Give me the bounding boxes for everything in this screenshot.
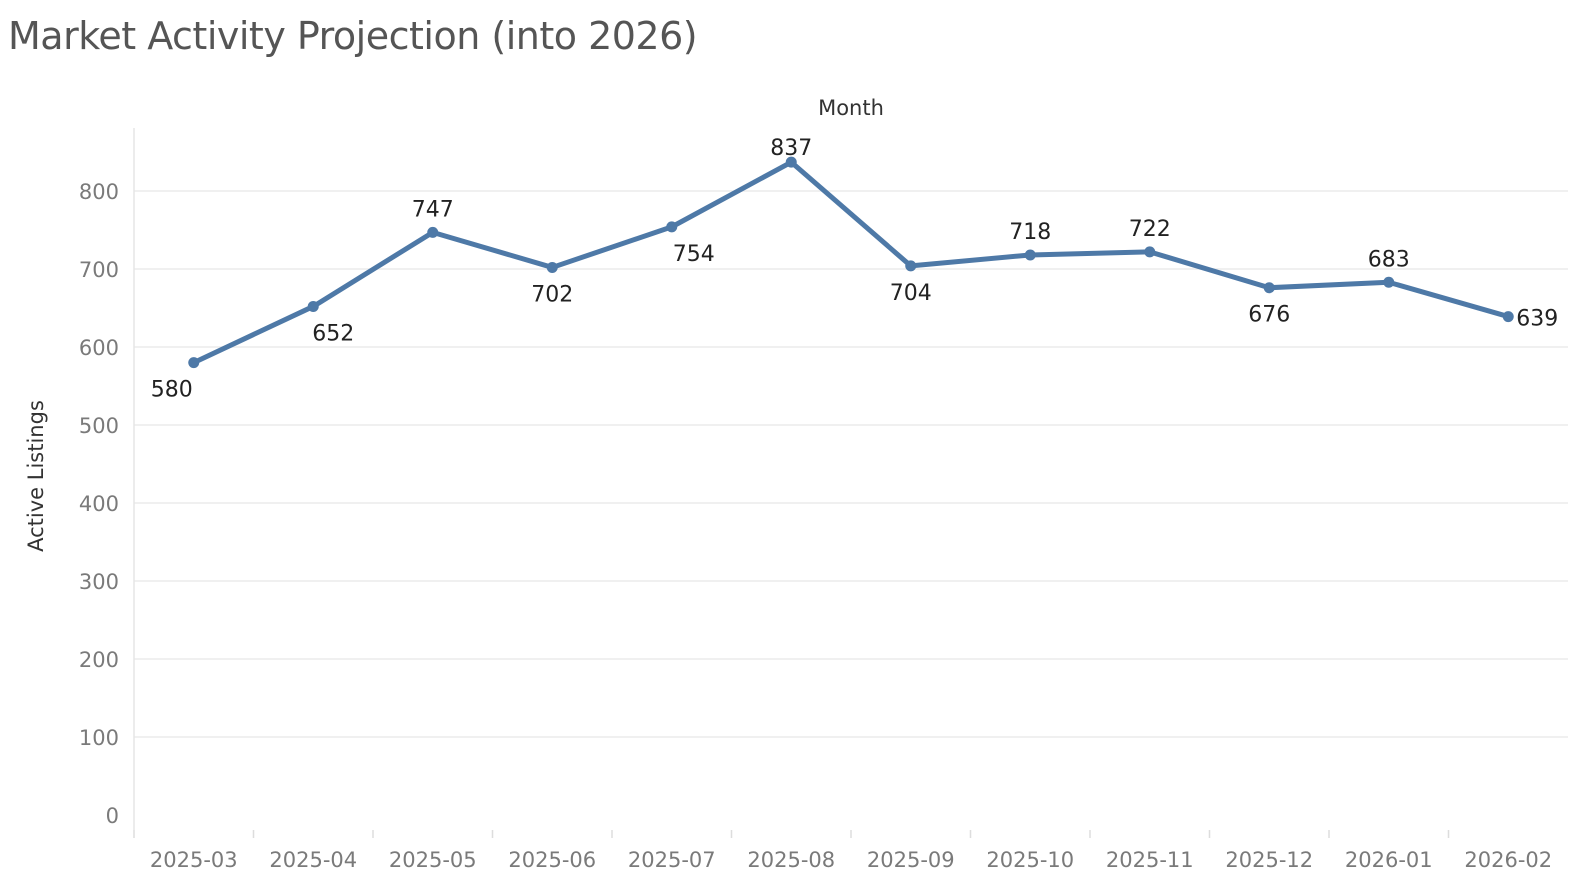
y-tick-label: 500 bbox=[79, 414, 119, 438]
data-point bbox=[546, 261, 558, 273]
data-label: 704 bbox=[890, 281, 932, 306]
data-point bbox=[785, 156, 797, 168]
data-label: 837 bbox=[770, 136, 812, 161]
data-labels: 580 652 747 702 754 837 704 718 722 676 683 639 bbox=[151, 136, 1559, 402]
data-point bbox=[1024, 249, 1036, 261]
data-point bbox=[905, 260, 917, 272]
data-label: 652 bbox=[312, 321, 354, 346]
data-point bbox=[666, 221, 678, 233]
data-point bbox=[1263, 282, 1275, 294]
x-axis-ticks: 2025-03 2025-04 2025-05 2025-06 2025-07 2025-… bbox=[133, 830, 1552, 872]
y-tick-label: 600 bbox=[79, 336, 119, 360]
y-tick-label: 800 bbox=[79, 180, 119, 204]
data-point bbox=[188, 357, 200, 369]
x-tick-label: 2025-04 bbox=[269, 848, 357, 872]
data-label: 580 bbox=[151, 378, 193, 403]
x-tick-label: 2025-11 bbox=[1106, 848, 1194, 872]
y-tick-label: 0 bbox=[106, 804, 119, 828]
x-tick-label: 2025-05 bbox=[389, 848, 477, 872]
x-tick-label: 2026-02 bbox=[1464, 848, 1552, 872]
x-tick-label: 2025-08 bbox=[747, 848, 835, 872]
x-tick-label: 2025-10 bbox=[986, 848, 1074, 872]
y-tick-label: 700 bbox=[79, 258, 119, 282]
chart-title: Market Activity Projection (into 2026) bbox=[8, 14, 698, 58]
data-label: 676 bbox=[1248, 303, 1290, 328]
data-label: 718 bbox=[1009, 220, 1051, 245]
data-point bbox=[307, 300, 319, 312]
data-label: 747 bbox=[412, 197, 454, 222]
data-label: 702 bbox=[531, 282, 573, 307]
y-axis-title: Active Listings bbox=[24, 400, 48, 552]
x-tick-label: 2025-07 bbox=[628, 848, 716, 872]
y-tick-label: 300 bbox=[79, 570, 119, 594]
axes: Month Active Listings bbox=[24, 96, 884, 830]
data-points bbox=[188, 156, 1514, 369]
x-axis-title: Month bbox=[818, 96, 884, 120]
data-label: 683 bbox=[1368, 247, 1410, 272]
data-point bbox=[1502, 311, 1514, 323]
data-point bbox=[427, 226, 439, 238]
x-tick-label: 2025-12 bbox=[1225, 848, 1313, 872]
y-axis-ticks: 0 100 200 300 400 500 600 700 800 bbox=[79, 180, 119, 828]
x-tick-label: 2025-09 bbox=[867, 848, 955, 872]
data-label: 754 bbox=[673, 242, 715, 267]
gridlines bbox=[134, 190, 1568, 738]
y-tick-label: 100 bbox=[79, 726, 119, 750]
data-point bbox=[1144, 246, 1156, 258]
data-label: 722 bbox=[1129, 217, 1171, 242]
data-label: 639 bbox=[1516, 307, 1558, 332]
series-line bbox=[191, 159, 1511, 366]
y-tick-label: 400 bbox=[79, 492, 119, 516]
x-tick-label: 2025-03 bbox=[150, 848, 238, 872]
x-tick-label: 2026-01 bbox=[1345, 848, 1433, 872]
y-tick-label: 200 bbox=[79, 648, 119, 672]
series-line-group bbox=[191, 159, 1511, 366]
data-point bbox=[1383, 276, 1395, 288]
x-tick-label: 2025-06 bbox=[508, 848, 596, 872]
